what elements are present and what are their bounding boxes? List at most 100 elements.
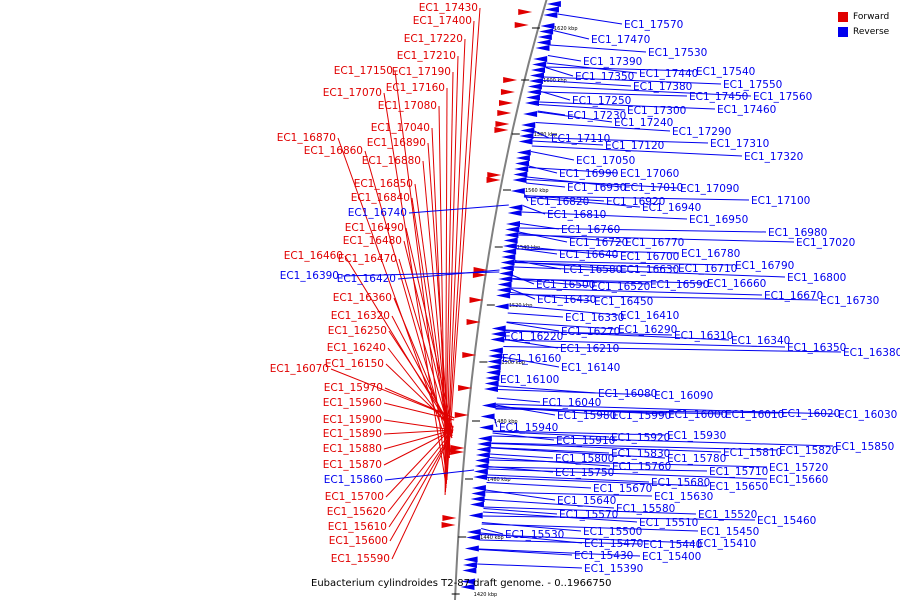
forward-gene-label: EC1_15600 <box>329 535 388 547</box>
reverse-leader-line <box>498 386 596 393</box>
forward-gene-label: EC1_15890 <box>323 428 382 440</box>
reverse-gene-label: EC1_15720 <box>769 462 828 474</box>
reverse-gene-glyph <box>526 95 540 101</box>
reverse-gene-label: EC1_17570 <box>624 19 683 31</box>
reverse-gene-glyph <box>477 447 491 453</box>
reverse-gene-label: EC1_16140 <box>561 362 620 374</box>
forward-gene-glyph <box>487 177 501 183</box>
forward-gene-glyph <box>494 127 508 133</box>
reverse-gene-label: EC1_15670 <box>593 483 652 495</box>
forward-gene-label: EC1_17150 <box>334 65 393 77</box>
forward-gene-label: EC1_16470 <box>338 253 397 265</box>
legend-label-forward: Forward <box>853 12 889 22</box>
reverse-gene-label: EC1_15460 <box>757 515 816 527</box>
reverse-gene-label: EC1_15530 <box>505 529 564 541</box>
forward-gene-label: EC1_16250 <box>328 325 387 337</box>
forward-leader-line <box>415 184 450 450</box>
tick-label: 1560 kbp <box>525 188 549 194</box>
reverse-gene-label: EC1_16390 <box>280 270 339 282</box>
reverse-gene-label: EC1_17470 <box>591 34 650 46</box>
reverse-gene-label: EC1_16100 <box>500 374 559 386</box>
forward-gene-label: EC1_17210 <box>397 50 456 62</box>
reverse-gene-label: EC1_17350 <box>575 71 634 83</box>
reverse-gene-label: EC1_15630 <box>654 491 713 503</box>
reverse-gene-label: EC1_15850 <box>835 441 894 453</box>
reverse-gene-label: EC1_16940 <box>642 202 701 214</box>
reverse-gene-label: EC1_16950 <box>689 214 748 226</box>
reverse-gene-label: EC1_15650 <box>709 481 768 493</box>
reverse-gene-label: EC1_16030 <box>838 409 897 421</box>
reverse-gene-glyph <box>513 172 527 178</box>
forward-gene-glyph <box>442 522 456 528</box>
reverse-gene-glyph <box>466 535 480 541</box>
reverse-gene-glyph <box>504 232 518 238</box>
reverse-gene-glyph <box>547 1 561 7</box>
reverse-gene-label: EC1_17390 <box>583 56 642 68</box>
legend-item-forward: Forward <box>838 9 889 24</box>
reverse-gene-label: EC1_17320 <box>744 151 803 163</box>
reverse-gene-glyph <box>506 221 520 227</box>
reverse-gene-glyph <box>472 485 486 491</box>
reverse-gene-glyph <box>502 249 516 255</box>
reverse-gene-glyph <box>531 67 545 73</box>
reverse-gene-glyph <box>490 337 504 343</box>
forward-gene-label: EC1_15900 <box>323 414 382 426</box>
forward-gene-label: EC1_17400 <box>413 15 472 27</box>
forward-gene-label: EC1_15590 <box>331 553 390 565</box>
reverse-gene-label: EC1_17050 <box>576 155 635 167</box>
reverse-gene-label: EC1_17100 <box>751 195 810 207</box>
reverse-gene-glyph <box>465 546 479 552</box>
forward-gene-label: EC1_16490 <box>345 222 404 234</box>
forward-gene-label: EC1_17160 <box>386 82 445 94</box>
reverse-gene-label: EC1_16090 <box>654 390 713 402</box>
forward-gene-label: EC1_16850 <box>354 178 413 190</box>
reverse-gene-label: EC1_17440 <box>639 68 698 80</box>
reverse-gene-glyph <box>479 425 493 431</box>
reverse-gene-label: EC1_15410 <box>697 538 756 550</box>
reverse-gene-label: EC1_16210 <box>560 343 619 355</box>
reverse-gene-glyph <box>530 73 544 79</box>
reverse-gene-glyph <box>545 7 559 13</box>
forward-gene-glyph <box>497 110 511 116</box>
forward-gene-label: EC1_16150 <box>325 358 384 370</box>
forward-gene-glyph <box>515 22 529 28</box>
reverse-gene-glyph <box>463 562 477 568</box>
reverse-gene-glyph <box>471 491 485 497</box>
reverse-gene-label: EC1_17540 <box>696 66 755 78</box>
forward-gene-label: EC1_15620 <box>327 506 386 518</box>
forward-gene-label: EC1_17220 <box>404 33 463 45</box>
forward-gene-label: EC1_16480 <box>343 235 402 247</box>
reverse-gene-label: EC1_16330 <box>565 312 624 324</box>
reverse-gene-label: EC1_16700 <box>620 251 679 263</box>
reverse-gene-glyph <box>532 62 546 68</box>
forward-gene-label: EC1_15870 <box>323 459 382 471</box>
forward-gene-glyph <box>495 121 509 127</box>
reverse-gene-label: EC1_16740 <box>348 207 407 219</box>
reverse-gene-label: EC1_17090 <box>680 183 739 195</box>
reverse-gene-label: EC1_16800 <box>787 272 846 284</box>
reverse-gene-glyph <box>543 12 557 18</box>
reverse-gene-label: EC1_17550 <box>723 79 782 91</box>
forward-gene-label: EC1_15700 <box>325 491 384 503</box>
reverse-gene-glyph <box>533 56 547 62</box>
reverse-gene-label: EC1_15400 <box>642 551 701 563</box>
reverse-gene-glyph <box>496 293 510 299</box>
reverse-leader-line <box>550 45 646 52</box>
reverse-gene-label: EC1_15710 <box>709 466 768 478</box>
reverse-gene-glyph <box>498 282 512 288</box>
reverse-gene-glyph <box>538 34 552 40</box>
forward-gene-label: EC1_15610 <box>328 521 387 533</box>
genome-map-viewer: 1620 kbp 1600 kbp 1580 kbp 1560 kbp 1540 kbp… <box>0 0 900 600</box>
forward-gene-glyph <box>501 89 515 95</box>
reverse-gene-glyph <box>482 403 496 409</box>
reverse-gene-label: EC1_15860 <box>324 474 383 486</box>
reverse-gene-glyph <box>471 496 485 502</box>
reverse-leader-line <box>497 398 540 402</box>
forward-gene-label: EC1_16070 <box>270 363 329 375</box>
reverse-gene-label: EC1_16790 <box>735 260 794 272</box>
reverse-gene-glyph <box>473 474 487 480</box>
reverse-gene-glyph <box>497 287 511 293</box>
reverse-gene-label: EC1_17310 <box>710 138 769 150</box>
reverse-gene-glyph <box>504 238 518 244</box>
forward-gene-label: EC1_17070 <box>323 87 382 99</box>
